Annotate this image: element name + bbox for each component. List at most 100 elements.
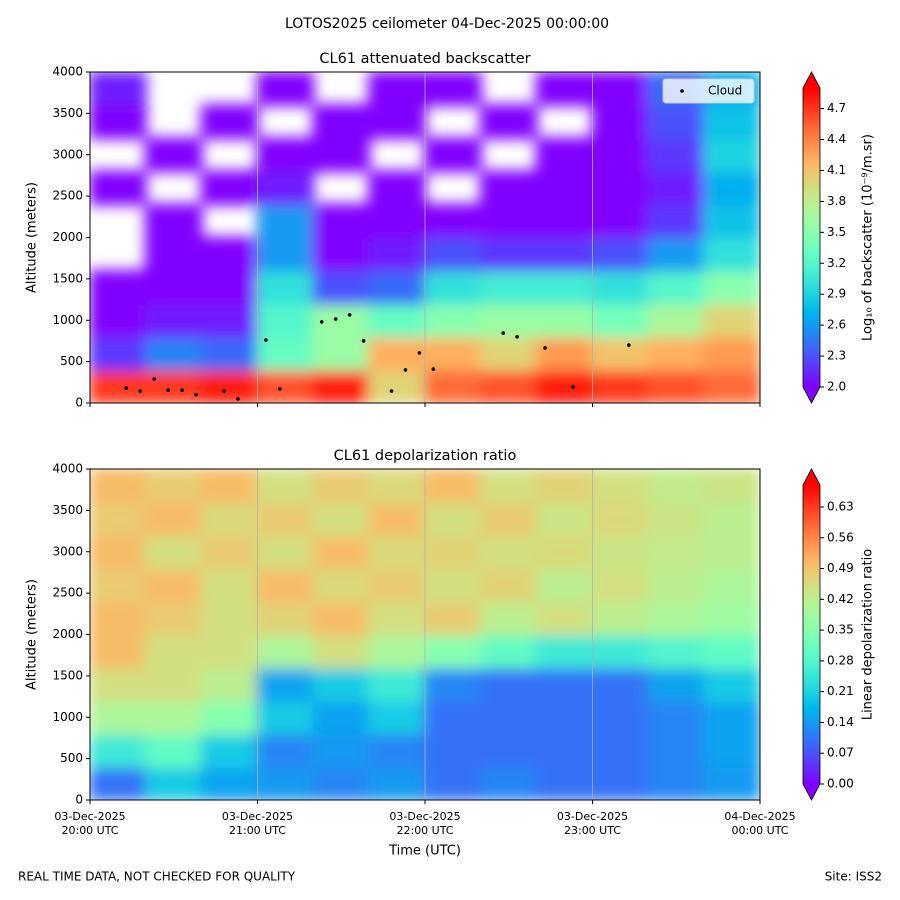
y-tick-label: 2500: [52, 586, 83, 600]
colorbar-tick-label: 2.0: [827, 380, 846, 394]
contour-cell: [591, 72, 650, 107]
contour-cell: [200, 104, 259, 140]
contour-cell: [535, 335, 594, 371]
y-tick-label: 3000: [52, 147, 83, 161]
contour-cell: [200, 501, 259, 537]
legend-marker: [680, 89, 684, 93]
contour-cell: [312, 699, 371, 735]
contour-cell: [312, 567, 371, 603]
cloud-point: [124, 386, 129, 390]
contour-cell: [90, 600, 147, 636]
legend-label: Cloud: [708, 84, 742, 98]
contour-cell: [703, 469, 760, 504]
contour-cell: [479, 335, 538, 371]
contour-cell: [647, 501, 706, 537]
footer-left: REAL TIME DATA, NOT CHECKED FOR QUALITY: [18, 870, 296, 884]
contour-cell: [144, 368, 203, 403]
contour-cell: [479, 567, 538, 603]
cloud-point: [403, 368, 408, 372]
cloud-point: [347, 313, 352, 317]
contour-cell: [256, 534, 315, 570]
x-tick-label: 03-Dec-2025 23:00 UTC: [557, 810, 628, 837]
contour-cell: [256, 368, 315, 403]
cloud-point: [152, 377, 157, 381]
contour-cell: [479, 236, 538, 272]
contour-cell: [144, 534, 203, 570]
contour-cell: [256, 269, 315, 305]
contour-cell: [144, 699, 203, 735]
contour-cell: [424, 666, 482, 702]
contour-cell: [368, 633, 426, 669]
contour-cell: [312, 534, 371, 570]
contour-cell: [256, 137, 315, 173]
contour-cell: [535, 72, 594, 107]
contour-cell: [144, 335, 203, 371]
contour-cell: [424, 469, 482, 504]
contour-cell: [256, 765, 315, 800]
contour-cell: [647, 732, 706, 768]
contour-cell: [368, 699, 426, 735]
contour-cell: [256, 203, 315, 239]
contour-cell: [535, 501, 594, 537]
colorbar-tick-label: 0.56: [827, 530, 854, 544]
contour-cell: [200, 600, 259, 636]
contour-cell: [591, 600, 650, 636]
y-axis-label: Altitude (meters): [25, 579, 40, 690]
colorbar-extend-min: [803, 387, 820, 403]
contour-cell: [368, 302, 426, 338]
contour-cell: [479, 368, 538, 403]
contour-cell: [144, 137, 203, 173]
colorbar-tick-label: 2.3: [827, 349, 846, 363]
contour-cell: [368, 269, 426, 305]
contour-cell: [703, 302, 760, 338]
cloud-point: [333, 317, 338, 321]
contour-cell: [90, 170, 147, 206]
x-axis-label: Time (UTC): [388, 844, 461, 859]
contour-cell: [312, 600, 371, 636]
contour-cell: [312, 666, 371, 702]
colorbar-tick-label: 0.00: [827, 777, 854, 791]
contour-cell: [256, 732, 315, 768]
contour-cell: [535, 732, 594, 768]
colorbar-extend-max: [803, 469, 820, 485]
cloud-point: [138, 389, 143, 393]
contour-cell: [479, 170, 538, 206]
contour-cell: [424, 236, 482, 272]
contour-cell: [200, 469, 259, 504]
colorbar-tick-label: 3.8: [827, 194, 846, 208]
contour-cell: [479, 765, 538, 800]
contour-cell: [312, 269, 371, 305]
contour-cell: [256, 170, 315, 206]
contour-cell: [200, 236, 259, 272]
contour-cell: [479, 469, 538, 504]
contour-cell: [535, 633, 594, 669]
contour-cell: [703, 666, 760, 702]
colorbar-label: Linear depolarization ratio: [861, 549, 876, 720]
contour-cell: [647, 368, 706, 403]
contour-cell: [144, 732, 203, 768]
cloud-point: [501, 331, 505, 335]
footer-right: Site: ISS2: [825, 870, 882, 884]
contour-cell: [312, 732, 371, 768]
y-tick-label: 1000: [52, 710, 83, 724]
contour-cell: [368, 368, 426, 403]
contour-cell: [200, 567, 259, 603]
contour-cell: [144, 203, 203, 239]
contour-cell: [479, 534, 538, 570]
contour-cell: [90, 368, 147, 403]
y-tick-label: 3500: [52, 503, 83, 517]
x-tick-label: 03-Dec-2025 22:00 UTC: [389, 810, 460, 837]
contour-cell: [424, 699, 482, 735]
field: [90, 469, 760, 800]
contour-cell: [424, 501, 482, 537]
contour-cell: [535, 368, 594, 403]
contour-cell: [591, 236, 650, 272]
contour-cell: [424, 137, 482, 173]
contour-cell: [591, 666, 650, 702]
field: [90, 72, 760, 403]
contour-cell: [368, 765, 426, 800]
cloud-point: [571, 385, 575, 389]
x-tick-label: 04-Dec-2025 00:00 UTC: [724, 810, 795, 837]
contour-cell: [424, 335, 482, 371]
contour-cell: [256, 600, 315, 636]
